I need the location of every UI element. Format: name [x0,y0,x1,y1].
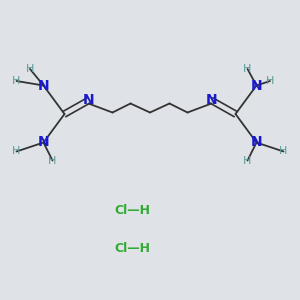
Text: Cl—H: Cl—H [114,203,150,217]
Text: H: H [48,155,57,166]
Text: N: N [251,79,262,92]
Text: H: H [279,146,288,157]
Text: H: H [12,146,21,157]
Text: N: N [206,94,217,107]
Text: N: N [38,136,49,149]
Text: H: H [243,155,252,166]
Text: H: H [12,76,21,86]
Text: H: H [26,64,34,74]
Text: H: H [266,76,274,86]
Text: Cl—H: Cl—H [114,242,150,256]
Text: N: N [83,94,94,107]
Text: N: N [251,136,262,149]
Text: H: H [243,64,252,74]
Text: N: N [38,79,49,92]
